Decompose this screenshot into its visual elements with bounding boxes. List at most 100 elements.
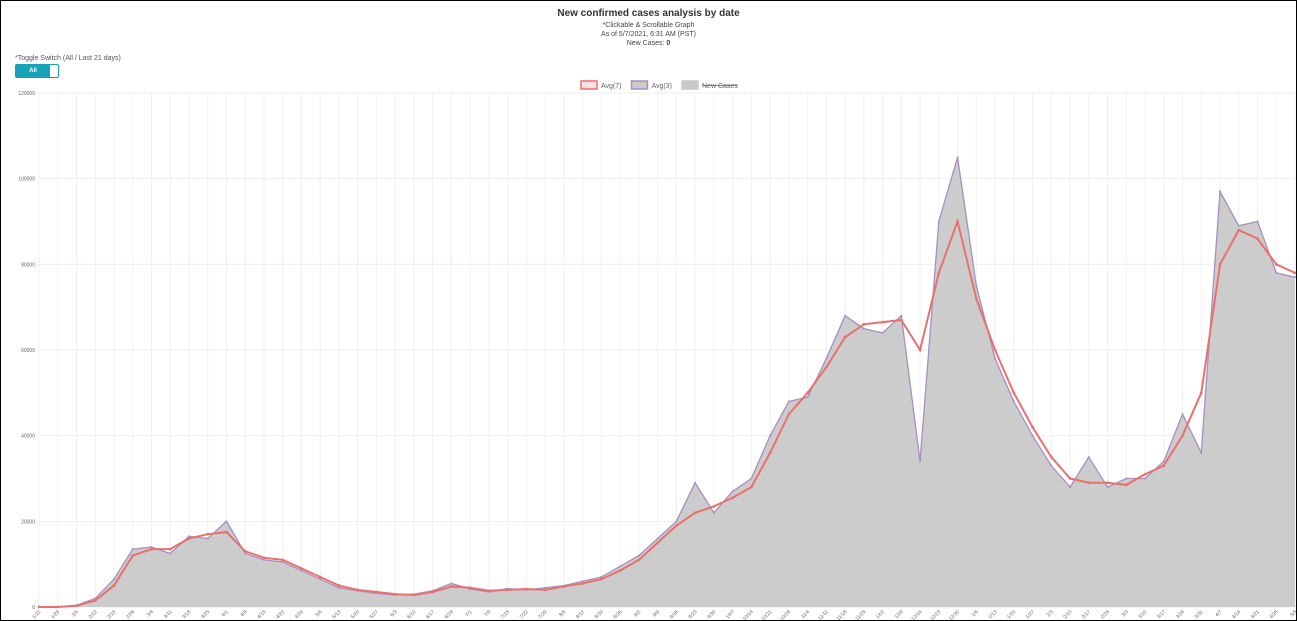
x-tick-label: 9/9 [652, 609, 661, 618]
x-tick-label: 4/7 [1214, 609, 1223, 618]
series-point [1087, 456, 1090, 459]
title: New confirmed cases analysis by date [557, 8, 740, 19]
series-point [712, 511, 715, 514]
series-point [262, 558, 265, 561]
series-line [39, 218, 1296, 608]
series-point [1124, 483, 1128, 487]
series-point [300, 567, 303, 570]
x-tick-label: 1/6 [971, 609, 980, 618]
series-point [1087, 481, 1091, 485]
series-point [431, 590, 435, 594]
x-tick-label: 3/24 [1175, 609, 1186, 620]
series-point [806, 391, 809, 395]
series-point [1069, 486, 1072, 489]
series-point [862, 327, 865, 330]
series-point [581, 580, 584, 583]
x-tick-label: 5/6 [314, 609, 323, 618]
x-tick-label: 12/16 [910, 609, 923, 620]
x-tick-label: 8/5 [558, 609, 567, 618]
series-point [150, 547, 153, 551]
x-tick-label: 6/10 [406, 609, 417, 620]
x-tick-label: 3/11 [163, 609, 174, 620]
x-tick-label: 5/20 [350, 609, 361, 620]
series-point [599, 577, 603, 581]
series-point [900, 314, 903, 317]
series-point [1012, 391, 1016, 395]
x-tick-label: 1/27 [1025, 609, 1036, 620]
toggle-switch[interactable]: All [15, 64, 59, 78]
series-point [712, 504, 716, 508]
x-tick-label: 12/30 [948, 609, 961, 620]
x-tick-label: 9/2 [633, 609, 642, 618]
series-point [919, 460, 922, 463]
legend-label[interactable]: New Cases [702, 83, 738, 90]
x-tick-label: 2/26 [125, 609, 136, 620]
series-point [1144, 477, 1147, 480]
series-point [468, 586, 472, 590]
series-point [656, 541, 660, 545]
series-point [169, 552, 172, 555]
x-tick-label: 4/29 [294, 609, 305, 620]
legend-label[interactable]: Avg(3) [652, 83, 673, 90]
series-point [1256, 220, 1259, 223]
x-tick-label: 4/28 [1269, 609, 1280, 620]
x-tick-label: 4/22 [275, 609, 286, 620]
series-point [600, 576, 603, 579]
x-tick-label: 7/1 [464, 609, 473, 618]
series-point [1049, 455, 1053, 459]
x-tick-label: 5/5 [1289, 609, 1296, 618]
x-tick-label: 1/29 [50, 609, 61, 620]
series-point [187, 535, 190, 538]
series-point [375, 590, 378, 594]
series-line [39, 157, 1296, 608]
x-tick-label: 5/27 [369, 609, 380, 620]
series-point [112, 578, 115, 581]
x-tick-label: 12/9 [894, 609, 905, 620]
series-point [975, 284, 978, 287]
series-point [1293, 271, 1296, 275]
x-tick-label: 2/17 [1081, 609, 1092, 620]
series-point [956, 220, 959, 223]
series-point [768, 451, 772, 455]
toggle-button[interactable]: All [16, 65, 50, 77]
x-tick-label: 3/17 [1156, 609, 1167, 620]
series-point [1181, 413, 1184, 416]
series-point [319, 578, 322, 581]
series-point [225, 530, 228, 534]
series-point [1237, 228, 1241, 232]
legend-swatch[interactable] [630, 80, 649, 90]
series-point [131, 554, 135, 557]
x-tick-label: 9/23 [687, 609, 698, 620]
legend-swatch[interactable] [681, 80, 699, 90]
series-point [187, 537, 191, 540]
x-tick-label: 8/19 [594, 609, 605, 620]
toggle-label: *Toggle Switch (All / Last 21 days) [15, 55, 121, 62]
x-tick-label: 3/10 [1137, 609, 1148, 620]
series-point [693, 511, 697, 515]
legend-swatch[interactable] [580, 80, 598, 90]
x-tick-label: 9/30 [706, 609, 717, 620]
new-cases-value: 0 [666, 40, 671, 47]
legend-label[interactable]: Avg(7) [601, 83, 622, 90]
series-point [899, 318, 903, 322]
series-point [412, 593, 416, 597]
series-point [56, 605, 60, 609]
x-tick-label: 7/8 [483, 609, 492, 618]
series-point [487, 589, 491, 593]
series-point [750, 477, 753, 480]
series-point [525, 587, 528, 591]
series-point [450, 585, 453, 588]
x-tick-label: 12/2 [875, 609, 886, 620]
series-point [37, 605, 41, 609]
x-tick-label: 10/21 [760, 609, 773, 620]
series-point [1162, 464, 1166, 468]
series-point [844, 314, 847, 317]
series-point [937, 271, 941, 275]
series-point [150, 546, 153, 549]
series-point [75, 604, 78, 608]
x-tick-label: 4/21 [1250, 609, 1261, 620]
series-point [787, 412, 791, 416]
series-point [994, 357, 997, 360]
x-tick-label: 1/20 [1006, 609, 1017, 620]
